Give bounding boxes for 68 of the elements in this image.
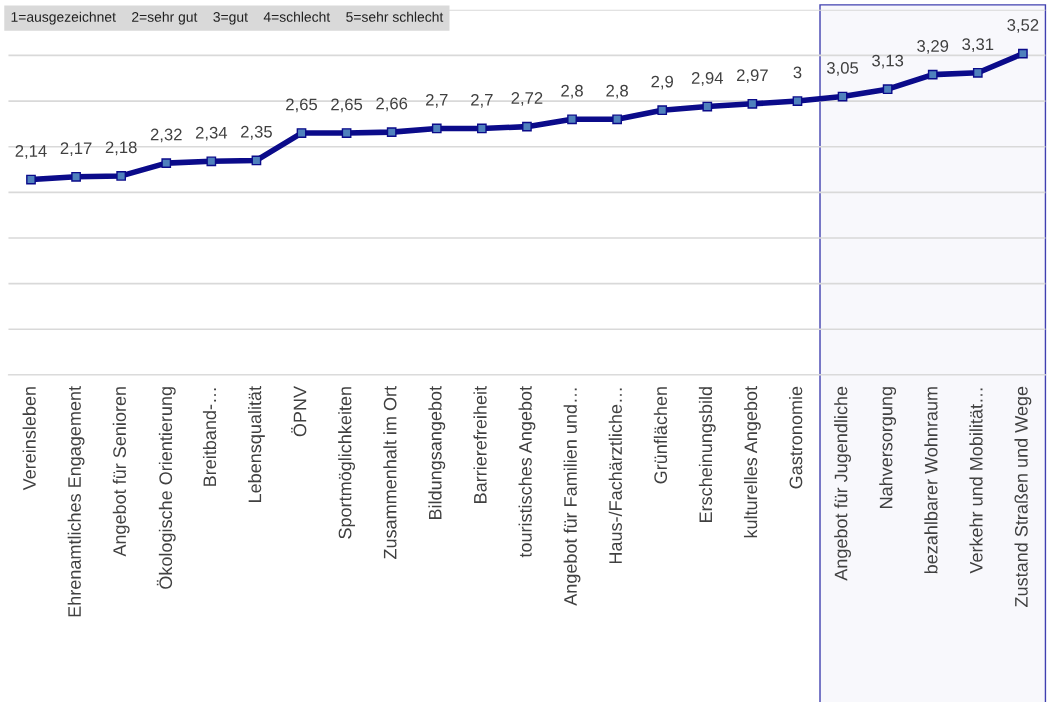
point xyxy=(161,158,172,169)
point xyxy=(927,69,938,80)
point xyxy=(657,105,668,116)
x-tick-label: Erscheinungsbild xyxy=(698,387,716,522)
x-tick-label: touristisches Angebot xyxy=(518,386,536,558)
data-label: 3,13 xyxy=(872,54,904,69)
x-tick-label: Lebensqualität xyxy=(248,386,265,502)
point xyxy=(702,101,713,112)
x-tick-label: Haus-/Fachärztliche… xyxy=(608,388,622,564)
x-tick-label: Ökologische Orientierung xyxy=(156,387,176,589)
data-label: 2,32 xyxy=(150,128,182,143)
point xyxy=(71,171,81,182)
data-label: 2,34 xyxy=(195,126,228,141)
data-label: 2,18 xyxy=(105,141,137,156)
data-label: 2,66 xyxy=(376,97,408,112)
data-label: 2,7 xyxy=(471,93,493,108)
data-label: 2,14 xyxy=(15,145,47,159)
data-label: 2,35 xyxy=(241,125,272,140)
point xyxy=(882,84,893,95)
x-tick-label: Nahversorgung xyxy=(879,387,897,508)
x-tick-label: Zustand Straßen und Wege xyxy=(1014,386,1032,607)
data-label: 3,29 xyxy=(917,40,949,54)
x-tick-label: Bildungsangebot xyxy=(428,386,446,520)
point xyxy=(747,98,758,109)
data-label: 2,17 xyxy=(60,142,92,157)
data-label: 2,65 xyxy=(331,98,363,113)
data-label: 2,65 xyxy=(286,98,318,113)
data-label: 2,94 xyxy=(691,72,724,86)
data-label: 2,97 xyxy=(737,69,768,84)
point xyxy=(522,121,532,132)
data-label: 2,7 xyxy=(426,93,448,108)
x-tick-label: Sportmöglichkeiten xyxy=(338,387,356,539)
x-tick-label: Angebot für Familien und… xyxy=(563,388,581,606)
point xyxy=(26,174,36,185)
point xyxy=(296,128,307,138)
x-tick-label: Gastronomie xyxy=(789,386,803,489)
point xyxy=(206,156,217,167)
point xyxy=(1018,48,1028,59)
point xyxy=(476,123,487,134)
data-label: 2,8 xyxy=(561,84,583,99)
data-label: 2,8 xyxy=(606,84,628,99)
x-tick-label: Grünflächen xyxy=(653,387,668,484)
data-label: 2,72 xyxy=(511,92,543,106)
x-tick-label: Ehrenamtliches Engagement xyxy=(67,386,85,617)
x-tick-label: Barrierefreiheit xyxy=(473,386,487,503)
annotation: 1=ausgezeichnet 2=sehr gut 3=gut 4=schlecht 5=sehr schlecht xyxy=(11,11,444,25)
data-label: 2,9 xyxy=(651,75,673,90)
data-label: 3 xyxy=(793,66,802,79)
data-label: 3,31 xyxy=(962,38,994,53)
x-tick-label: bezahlbarer Wohnraum xyxy=(924,387,938,574)
x-tick-label: Angebot für Senioren xyxy=(112,387,130,557)
point xyxy=(431,123,442,134)
point xyxy=(116,171,127,181)
x-tick-label: Angebot für Jugendliche xyxy=(834,386,851,581)
x-tick-label: Breitband-… xyxy=(202,388,217,486)
x-tick-label: Verkehr und Mobilität… xyxy=(969,388,983,574)
x-tick-label: ÖPNV xyxy=(291,386,307,437)
point xyxy=(341,128,352,138)
point xyxy=(972,67,983,78)
point xyxy=(386,127,397,137)
x-tick-label: Zusammenhalt im Ort xyxy=(383,386,397,559)
point xyxy=(792,96,803,106)
x-tick-label: kulturelles Angebot xyxy=(743,386,761,538)
point xyxy=(612,114,622,125)
data-label: 3,52 xyxy=(1007,19,1039,33)
data-label: 3,05 xyxy=(826,61,859,76)
point xyxy=(567,114,577,125)
x-tick-label: Vereinsleben xyxy=(22,387,36,491)
